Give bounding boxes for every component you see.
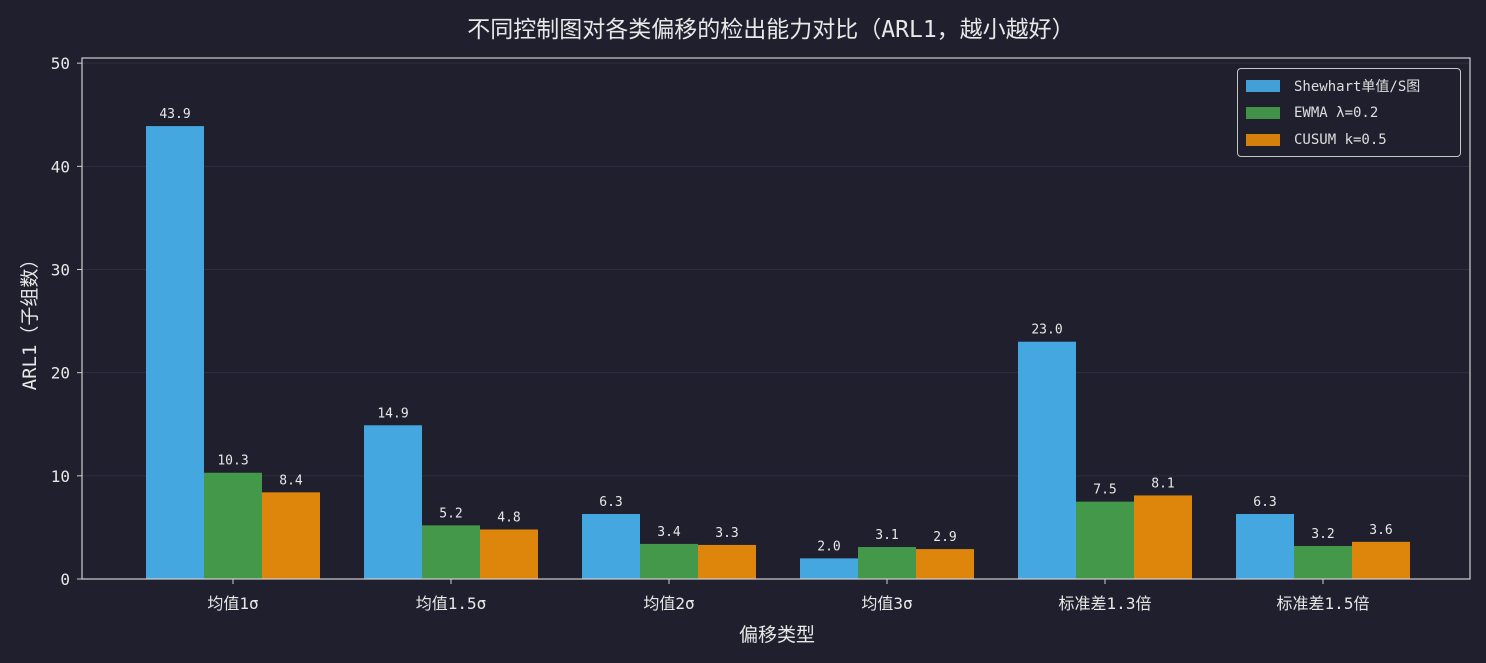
data-labels: 43.9 10.3 8.4 14.9 5.2 4.8 6.3 3.4 3.3 2.0 3.1 2.9 2…: [159, 107, 1392, 554]
legend-item-cusum: CUSUM k=0.5: [1246, 131, 1387, 149]
data-label: 6.3: [599, 495, 622, 510]
y-tick-label: 40: [51, 157, 70, 176]
data-label: 3.4: [657, 525, 681, 540]
data-label: 3.1: [875, 528, 898, 543]
plot-frame: [81, 57, 1471, 580]
legend-label-shewhart: Shewhart单值/S图: [1294, 79, 1421, 95]
y-tick-label: 0: [60, 570, 70, 589]
data-label: 5.2: [439, 506, 462, 521]
data-label: 3.2: [1311, 527, 1334, 542]
legend-item-shewhart: Shewhart单值/S图: [1246, 77, 1420, 95]
legend-swatch-ewma: [1246, 107, 1280, 119]
x-tick-label: 均值1σ: [207, 594, 258, 613]
bar: [916, 549, 974, 579]
y-tick-label: 50: [51, 54, 70, 73]
bar: [480, 529, 538, 579]
bar: [1294, 545, 1352, 579]
x-tick-label: 均值1.5σ: [416, 594, 487, 613]
bar: [422, 525, 480, 579]
legend-label-cusum: CUSUM k=0.5: [1294, 132, 1387, 148]
legend-swatch-cusum: [1246, 134, 1280, 146]
y-tick-label: 30: [51, 260, 70, 279]
chart-title: 不同控制图对各类偏移的检出能力对比（ARL1，越小越好）: [467, 17, 1074, 43]
bar: [1352, 541, 1410, 579]
x-tick-label: 均值2σ: [643, 594, 694, 613]
bar: [582, 514, 640, 579]
bar: [1236, 514, 1294, 579]
bar: [698, 544, 756, 579]
legend-label-ewma: EWMA λ=0.2: [1294, 105, 1379, 121]
grid-lines: [82, 62, 1470, 477]
data-label: 14.9: [377, 406, 408, 421]
data-label: 8.1: [1151, 476, 1174, 491]
y-axis-label: ARL1（子组数）: [19, 250, 41, 391]
bar: [640, 543, 698, 579]
legend-swatch-shewhart: [1246, 80, 1280, 92]
legend-item-ewma: EWMA λ=0.2: [1246, 104, 1378, 122]
x-axis-label: 偏移类型: [739, 624, 815, 646]
bar: [262, 492, 320, 579]
x-tick-label: 标准差1.3倍: [1059, 594, 1152, 613]
x-tick-label: 均值3σ: [861, 594, 912, 613]
data-label: 43.9: [159, 107, 190, 122]
data-label: 4.8: [497, 510, 520, 525]
bars: [146, 126, 1410, 579]
bar: [146, 126, 204, 579]
y-tick-label: 20: [51, 364, 70, 383]
bar: [364, 425, 422, 579]
bar: [800, 558, 858, 579]
data-label: 8.4: [279, 473, 303, 488]
data-label: 10.3: [217, 454, 248, 469]
data-label: 2.9: [933, 530, 956, 545]
bar: [1076, 501, 1134, 579]
bar: [858, 547, 916, 579]
data-label: 2.0: [817, 539, 840, 554]
bar: [1134, 495, 1192, 579]
legend: Shewhart单值/S图 EWMA λ=0.2 CUSUM k=0.5: [1237, 68, 1461, 157]
axes: 均值1σ 均值1.5σ 均值2σ 均值3σ 标准差1.3倍 标准差1.5倍 0 10 20 30 4…: [51, 54, 1471, 613]
y-tick-label: 10: [51, 467, 70, 486]
bar: [1018, 341, 1076, 579]
data-label: 7.5: [1093, 483, 1116, 498]
x-tick-label: 标准差1.5倍: [1277, 594, 1370, 613]
bar: [204, 472, 262, 579]
data-label: 6.3: [1253, 495, 1276, 510]
data-label: 3.3: [715, 526, 738, 541]
data-label: 23.0: [1031, 323, 1062, 338]
data-label: 3.6: [1369, 523, 1392, 538]
